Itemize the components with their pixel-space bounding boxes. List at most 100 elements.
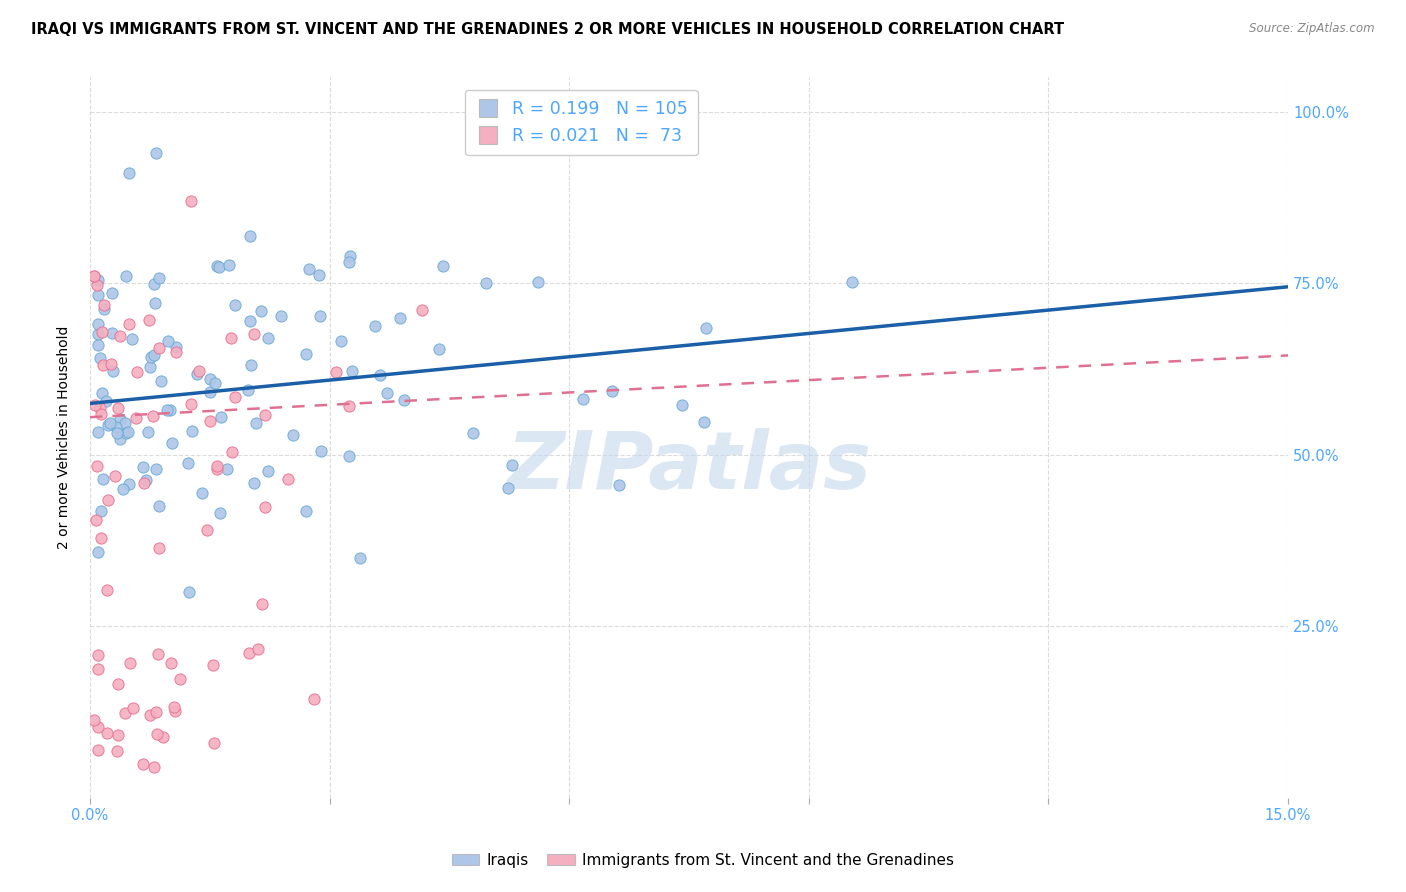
Point	[239, 228, 262, 243]
Text: IRAQI VS IMMIGRANTS FROM ST. VINCENT AND THE GRENADINES 2 OR MORE VEHICLES IN HO: IRAQI VS IMMIGRANTS FROM ST. VINCENT AND…	[31, 22, 1064, 37]
Point	[209, 409, 232, 424]
Point	[240, 358, 263, 372]
Point	[308, 309, 330, 323]
Point	[142, 348, 165, 362]
Point	[87, 425, 110, 439]
Point	[277, 472, 299, 486]
Point	[253, 500, 276, 515]
Text: ZIPatlas: ZIPatlas	[506, 427, 872, 506]
Point	[138, 313, 160, 327]
Point	[83, 713, 105, 727]
Point	[498, 481, 520, 495]
Point	[245, 416, 267, 430]
Point	[325, 365, 347, 379]
Point	[281, 428, 304, 442]
Point	[294, 504, 316, 518]
Point	[208, 260, 231, 275]
Point	[339, 249, 361, 263]
Point	[224, 298, 246, 312]
Point	[87, 287, 110, 301]
Point	[180, 194, 202, 209]
Point	[97, 417, 120, 432]
Point	[125, 365, 148, 379]
Point	[145, 296, 167, 310]
Point	[162, 436, 184, 450]
Point	[256, 331, 278, 345]
Point	[368, 368, 391, 382]
Point	[474, 276, 496, 290]
Point	[83, 268, 105, 283]
Point	[253, 408, 276, 422]
Point	[117, 425, 139, 440]
Legend: R = 0.199   N = 105, R = 0.021   N =  73: R = 0.199 N = 105, R = 0.021 N = 73	[464, 90, 697, 155]
Point	[198, 414, 221, 428]
Point	[219, 331, 242, 345]
Point	[165, 704, 187, 718]
Point	[87, 318, 110, 332]
Point	[87, 273, 110, 287]
Point	[100, 285, 122, 300]
Point	[221, 444, 243, 458]
Point	[89, 351, 111, 365]
Point	[302, 692, 325, 706]
Point	[143, 759, 166, 773]
Point	[114, 425, 136, 440]
Point	[298, 261, 321, 276]
Point	[180, 397, 202, 411]
Point	[156, 334, 179, 348]
Point	[337, 399, 360, 413]
Point	[169, 673, 191, 687]
Legend: Iraqis, Immigrants from St. Vincent and the Grenadines: Iraqis, Immigrants from St. Vincent and …	[446, 847, 960, 873]
Point	[224, 390, 246, 404]
Point	[134, 476, 156, 491]
Point	[131, 756, 153, 771]
Point	[146, 727, 169, 741]
Point	[87, 545, 110, 559]
Point	[107, 728, 129, 742]
Point	[205, 458, 228, 473]
Point	[187, 364, 209, 378]
Point	[139, 707, 162, 722]
Point	[411, 303, 433, 318]
Point	[118, 166, 141, 180]
Point	[114, 416, 136, 430]
Point	[463, 426, 485, 441]
Point	[375, 385, 398, 400]
Point	[198, 372, 221, 386]
Point	[337, 449, 360, 463]
Point	[236, 383, 259, 397]
Point	[180, 424, 202, 438]
Point	[186, 367, 208, 381]
Point	[90, 504, 112, 518]
Point	[295, 347, 318, 361]
Point	[93, 473, 115, 487]
Point	[330, 334, 353, 348]
Point	[96, 726, 118, 740]
Point	[93, 301, 115, 316]
Text: Source: ZipAtlas.com: Source: ZipAtlas.com	[1250, 22, 1375, 36]
Point	[148, 499, 170, 513]
Point	[115, 268, 138, 283]
Point	[105, 744, 128, 758]
Point	[135, 473, 157, 487]
Point	[96, 394, 118, 409]
Point	[572, 392, 595, 407]
Point	[87, 327, 110, 342]
Point	[83, 269, 105, 284]
Point	[142, 277, 165, 291]
Point	[607, 478, 630, 492]
Point	[246, 641, 269, 656]
Point	[96, 582, 118, 597]
Point	[177, 456, 200, 470]
Point	[156, 403, 179, 417]
Point	[90, 531, 112, 545]
Point	[90, 407, 112, 421]
Point	[101, 364, 124, 378]
Point	[250, 304, 273, 318]
Point	[527, 275, 550, 289]
Point	[87, 720, 110, 734]
Point	[250, 597, 273, 611]
Point	[148, 271, 170, 285]
Point	[111, 482, 134, 496]
Point	[427, 343, 450, 357]
